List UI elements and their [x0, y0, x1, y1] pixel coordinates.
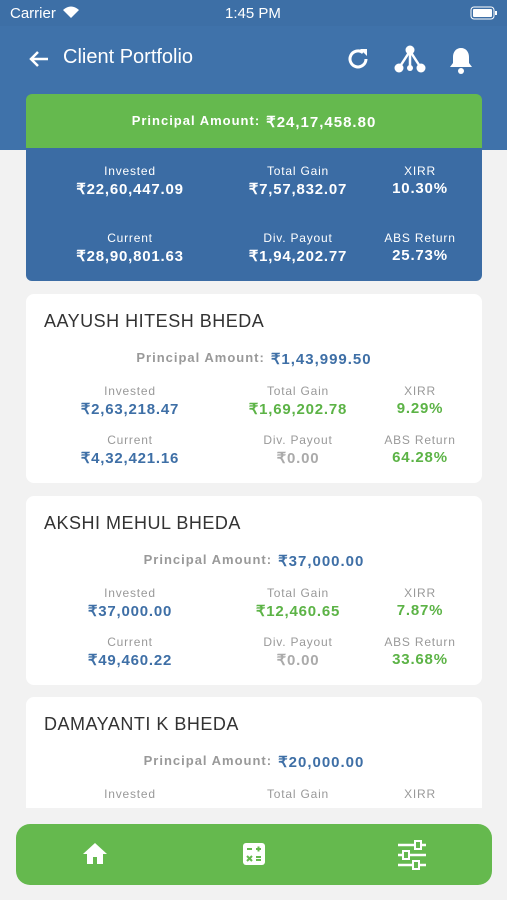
bottom-nav	[16, 824, 492, 885]
stat-value: ₹49,460.22	[87, 652, 173, 669]
principal-label: Principal Amount:	[143, 552, 273, 567]
stat-label: ABS Return	[384, 433, 456, 447]
stat-label: XIRR	[404, 787, 436, 801]
client-card[interactable]: DAMAYANTI K BHEDA Principal Amount: ₹20,00…	[26, 697, 482, 808]
stat-value: ₹28,90,801.63	[76, 248, 184, 265]
stat-value: 10.30%	[392, 180, 448, 197]
carrier: Carrier	[10, 5, 56, 22]
stat-value: 64.28%	[392, 449, 448, 466]
summary-principal: Principal Amount: ₹24,17,458.80	[26, 94, 482, 148]
client-name: AKSHI MEHUL BHEDA	[44, 513, 241, 533]
status-bar: Carrier 1:45 PM	[0, 0, 507, 26]
stat-value: ₹12,460.65	[255, 603, 341, 620]
principal-line: Principal Amount: ₹1,43,999.50	[26, 350, 482, 368]
client-card[interactable]: AKSHI MEHUL BHEDA Principal Amount: ₹37,00…	[26, 496, 482, 685]
stat-value: ₹1,69,202.78	[248, 401, 348, 418]
filter-tab[interactable]	[396, 840, 428, 870]
wifi-icon	[63, 6, 79, 18]
stat-label: Div. Payout	[263, 635, 333, 649]
stat-value: 33.68%	[392, 651, 448, 668]
principal-value: ₹37,000.00	[278, 553, 365, 570]
time: 1:45 PM	[225, 5, 281, 22]
stat-label: ABS Return	[384, 635, 456, 649]
refresh-button[interactable]	[345, 46, 371, 72]
stat-label: Div. Payout	[263, 433, 333, 447]
home-tab[interactable]	[82, 842, 108, 866]
stat-label: Total Gain	[266, 164, 330, 178]
summary-card: Principal Amount: ₹24,17,458.80 Invested ₹2…	[26, 94, 482, 281]
stat-label: Invested	[104, 787, 156, 801]
client-card[interactable]: AAYUSH HITESH BHEDA Principal Amount: ₹1,4…	[26, 294, 482, 483]
stat-label: Invested	[104, 164, 156, 178]
stat-value: 25.73%	[392, 247, 448, 264]
stat-value: ₹22,60,447.09	[76, 181, 184, 198]
principal-value: ₹20,000.00	[278, 754, 365, 771]
stat-value: ₹7,57,832.07	[248, 181, 348, 198]
stat-label: Div. Payout	[263, 231, 333, 245]
stat-value: 9.29%	[396, 400, 444, 417]
stat-label: XIRR	[404, 164, 436, 178]
principal-value: ₹24,17,458.80	[266, 114, 377, 131]
stat-label: Current	[107, 231, 153, 245]
scroll-area: Principal Amount: ₹24,17,458.80 Invested ₹2…	[0, 26, 507, 808]
principal-label: Principal Amount:	[143, 753, 273, 768]
stat-value: ₹2,63,218.47	[80, 401, 180, 418]
stat-value: ₹4,32,421.16	[80, 450, 180, 467]
principal-line: Principal Amount: ₹24,17,458.80	[26, 113, 482, 131]
stat-value: ₹1,94,202.77	[248, 248, 348, 265]
stat-label: XIRR	[404, 586, 436, 600]
principal-line: Principal Amount: ₹20,000.00	[26, 753, 482, 771]
stat-value: 7.87%	[396, 602, 444, 619]
battery-icon	[470, 6, 497, 20]
stat-value: ₹0.00	[276, 652, 320, 669]
hierarchy-button[interactable]	[394, 44, 426, 74]
client-name: DAMAYANTI K BHEDA	[44, 714, 239, 734]
principal-line: Principal Amount: ₹37,000.00	[26, 552, 482, 570]
page-title: Client Portfolio	[63, 46, 194, 68]
stat-label: Current	[107, 635, 153, 649]
back-button[interactable]	[28, 49, 50, 69]
stat-label: Total Gain	[266, 586, 330, 600]
notification-button[interactable]	[448, 45, 474, 75]
stat-value: ₹37,000.00	[87, 603, 173, 620]
stat-value: ₹0.00	[276, 450, 320, 467]
calculator-tab[interactable]	[242, 842, 266, 866]
stat-label: XIRR	[404, 384, 436, 398]
stat-label: Current	[107, 433, 153, 447]
principal-label: Principal Amount:	[136, 350, 265, 365]
principal-label: Principal Amount:	[131, 113, 261, 128]
stat-label: Invested	[104, 586, 156, 600]
stat-label: ABS Return	[384, 231, 456, 245]
stat-label: Total Gain	[266, 384, 330, 398]
stat-label: Invested	[104, 384, 156, 398]
client-name: AAYUSH HITESH BHEDA	[44, 311, 265, 331]
stat-label: Total Gain	[266, 787, 330, 801]
principal-value: ₹1,43,999.50	[270, 351, 372, 368]
